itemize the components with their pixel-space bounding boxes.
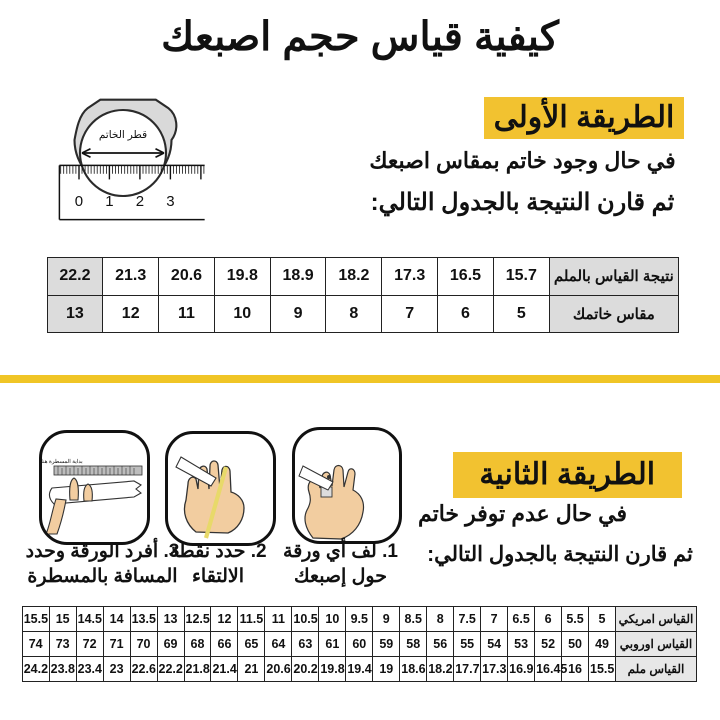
svg-text:0: 0 xyxy=(75,193,83,210)
svg-text:2: 2 xyxy=(136,193,144,210)
svg-text:بداية المسطرة هنا: بداية المسطرة هنا xyxy=(42,458,83,465)
svg-text:3: 3 xyxy=(166,193,174,210)
svg-text:1: 1 xyxy=(105,193,113,210)
svg-text:قطر الخاتم: قطر الخاتم xyxy=(99,129,147,141)
